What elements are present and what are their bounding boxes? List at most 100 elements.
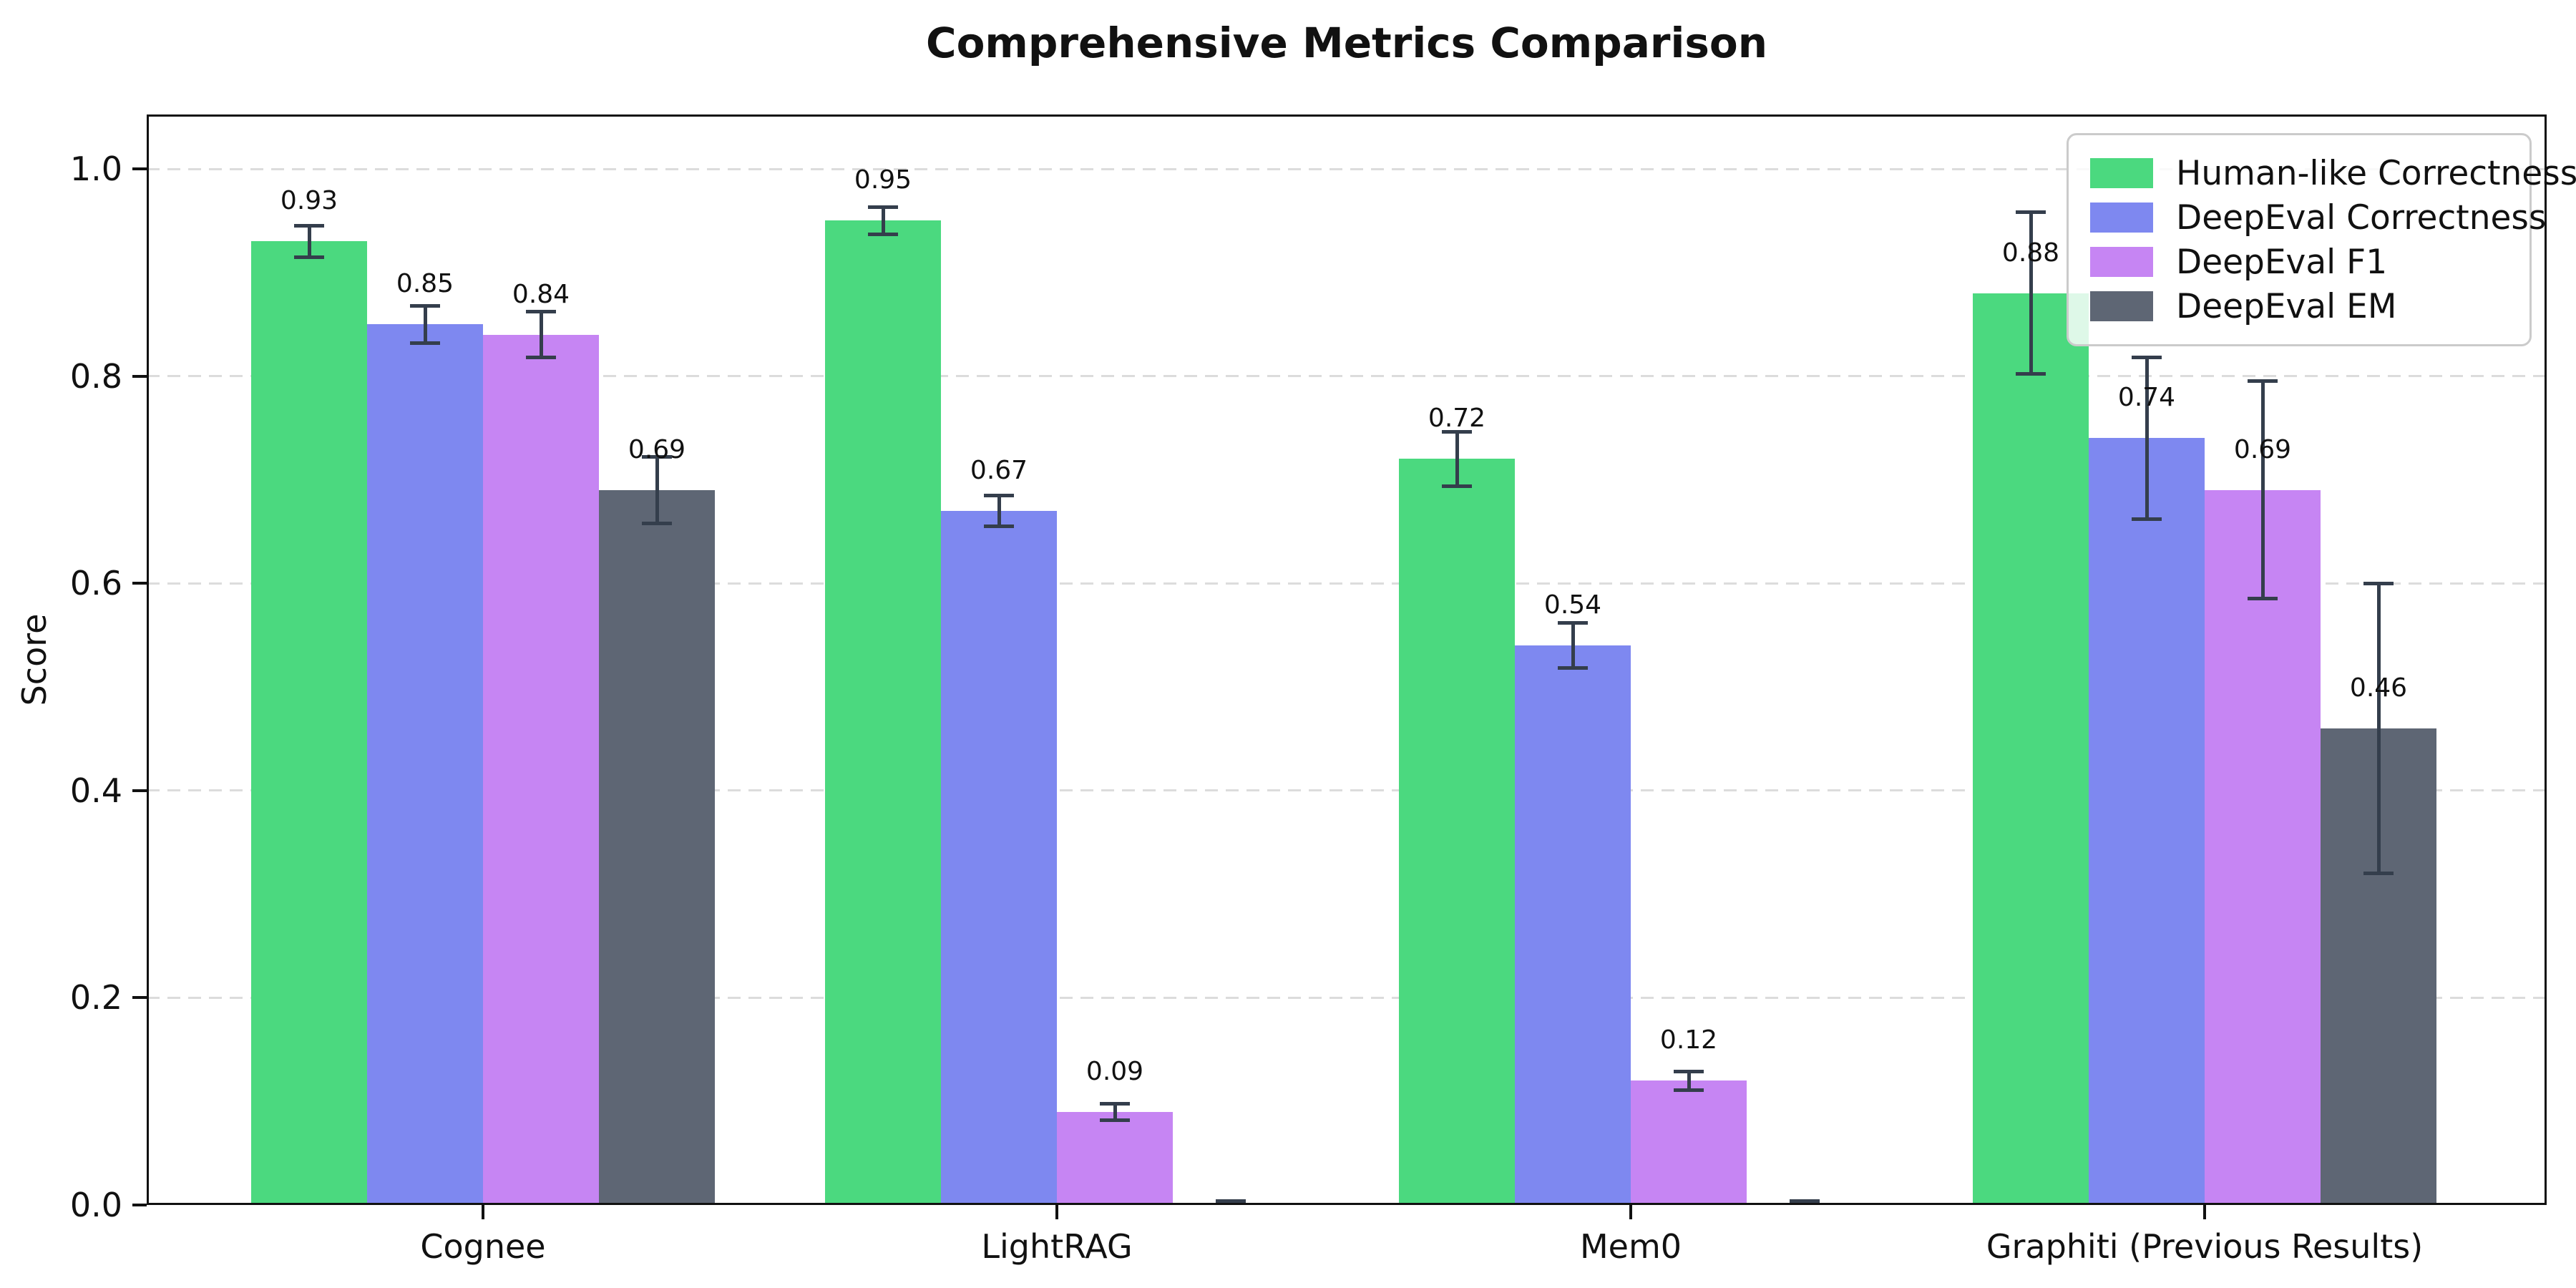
error-bar-cap — [1100, 1101, 1130, 1106]
error-bar-line — [2376, 583, 2381, 874]
error-bar-cap — [2016, 210, 2046, 215]
error-bar-cap — [1100, 1118, 1130, 1122]
legend-item: DeepEval EM — [2090, 284, 2508, 328]
error-bar-line — [1455, 431, 1459, 487]
legend-label: DeepEval EM — [2176, 286, 2397, 326]
legend-color-swatch — [2090, 247, 2153, 277]
error-bar-line — [997, 495, 1001, 527]
bar — [1515, 645, 1631, 1205]
gridline — [147, 167, 2547, 170]
bar-value-label: 0.69 — [628, 434, 686, 464]
legend-label: DeepEval F1 — [2176, 242, 2388, 282]
gridline — [147, 582, 2547, 585]
x-tick-mark — [1629, 1205, 1632, 1219]
bar — [1973, 293, 2089, 1205]
bar-value-label: 0.95 — [854, 165, 912, 195]
y-tick-label: 0.2 — [69, 978, 122, 1018]
error-bar-cap — [410, 341, 440, 345]
gridline — [147, 789, 2547, 792]
bar — [483, 334, 599, 1205]
y-tick-mark — [132, 1204, 147, 1206]
error-bar-cap — [2248, 379, 2278, 384]
error-bar-line — [881, 207, 885, 235]
error-bar-cap — [294, 255, 324, 259]
y-axis-label: Score — [15, 613, 54, 706]
plot-area: 0.93 0.95 0.72 0.88 0.85 0.67 0.54 0.74 0.84 0.09… — [147, 114, 2547, 1205]
bar — [251, 241, 367, 1205]
chart-title: Comprehensive Metrics Comparison — [926, 19, 1767, 67]
error-bar-cap — [2132, 356, 2162, 360]
y-tick-mark — [132, 996, 147, 1000]
bar-value-label: 0.67 — [970, 455, 1028, 485]
legend-item: Human-like Correctness — [2090, 151, 2576, 195]
error-bar-cap — [642, 455, 672, 459]
y-tick-label: 1.0 — [69, 150, 122, 188]
bar — [825, 220, 941, 1205]
bar-value-label: 0.85 — [396, 269, 454, 299]
legend-color-swatch — [2090, 158, 2153, 188]
y-tick-label: 0.6 — [69, 564, 122, 603]
y-tick-label: 0.4 — [69, 771, 122, 810]
legend-label: Human-like Correctness — [2176, 153, 2576, 193]
error-bar-line — [1113, 1103, 1117, 1121]
x-tick-label: Graphiti (Previous Results) — [1986, 1227, 2424, 1266]
bar — [941, 510, 1057, 1205]
bar — [1399, 459, 1515, 1205]
error-bar-cap — [526, 356, 556, 360]
legend-item: DeepEval F1 — [2090, 240, 2508, 284]
error-bar-cap — [1558, 620, 1588, 625]
x-tick-label: Mem0 — [1579, 1227, 1682, 1266]
error-bar-cap — [2132, 517, 2162, 521]
y-tick-label: 0.8 — [69, 356, 122, 396]
bar-value-label: 0.12 — [1659, 1025, 1718, 1055]
error-bar-line — [1571, 623, 1575, 668]
bar-value-label: 0.69 — [2233, 434, 2292, 464]
gridline — [147, 996, 2547, 999]
error-bar-cap — [294, 224, 324, 228]
bar — [1631, 1080, 1747, 1205]
error-bar-cap — [526, 310, 556, 314]
error-bar-line — [655, 457, 659, 524]
error-bar-cap — [2363, 872, 2394, 876]
gridline — [147, 375, 2547, 378]
error-bar-cap — [1442, 430, 1472, 434]
legend-label: DeepEval Correctness — [2176, 197, 2547, 238]
error-bar-cap — [1790, 1199, 1820, 1203]
error-bar-cap — [410, 303, 440, 308]
y-tick-mark — [132, 789, 147, 792]
error-bar-line — [1687, 1071, 1691, 1091]
bar-value-label: 0.09 — [1085, 1056, 1144, 1086]
x-tick-mark — [1055, 1205, 1058, 1219]
y-tick-mark — [132, 167, 147, 170]
error-bar-line — [423, 306, 427, 343]
error-bar-cap — [984, 493, 1014, 497]
x-tick-label: LightRAG — [981, 1227, 1133, 1266]
error-bar-cap — [1674, 1088, 1704, 1092]
error-bar-cap — [2363, 581, 2394, 585]
legend-color-swatch — [2090, 291, 2153, 321]
x-tick-mark — [482, 1205, 484, 1219]
error-bar-cap — [642, 521, 672, 525]
y-tick-mark — [132, 582, 147, 585]
error-bar-cap — [1558, 666, 1588, 670]
error-bar-line — [307, 225, 311, 258]
error-bar-cap — [984, 525, 1014, 529]
error-bar-cap — [1216, 1199, 1246, 1203]
error-bar-cap — [1442, 484, 1472, 488]
error-bar-cap — [1674, 1069, 1704, 1073]
bar-value-label: 0.84 — [512, 279, 570, 309]
bar-value-label: 0.46 — [2349, 673, 2408, 703]
bar-value-label: 0.74 — [2117, 383, 2176, 413]
legend-item: DeepEval Correctness — [2090, 195, 2546, 240]
error-bar-line — [539, 311, 543, 358]
y-tick-label: 0.0 — [69, 1186, 122, 1224]
legend: Human-like Correctness DeepEval Correctne… — [2067, 133, 2576, 346]
bar — [367, 324, 483, 1205]
legend-color-swatch — [2090, 203, 2153, 233]
error-bar-cap — [868, 205, 898, 210]
bar — [2089, 438, 2205, 1205]
x-tick-mark — [2203, 1205, 2206, 1219]
error-bar-line — [2260, 381, 2265, 599]
bar-value-label: 0.93 — [280, 186, 338, 216]
